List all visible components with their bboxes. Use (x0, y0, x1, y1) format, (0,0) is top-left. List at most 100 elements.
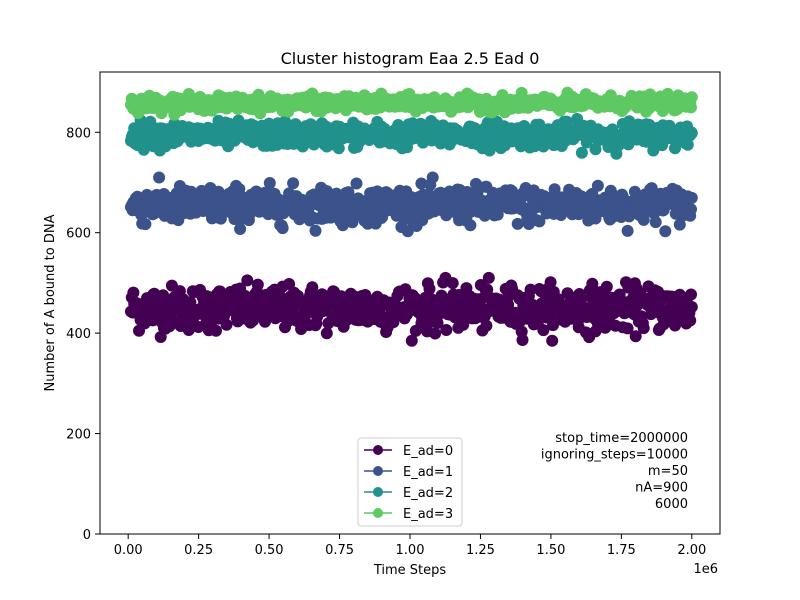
data-point (210, 324, 222, 337)
data-point (214, 212, 227, 225)
x-tick-label: 1.25 (466, 543, 495, 558)
data-point (276, 222, 289, 235)
data-point (127, 286, 140, 299)
data-point (405, 334, 418, 347)
x-tick-label: 1.00 (396, 543, 425, 558)
data-point (440, 324, 453, 336)
y-tick-label: 600 (66, 227, 91, 242)
x-tick-label: 0.75 (325, 543, 354, 558)
data-point (537, 324, 550, 337)
x-tick-label: 0.00 (114, 543, 143, 558)
x-tick-label: 0.25 (184, 543, 213, 558)
y-tick-label: 200 (66, 428, 91, 443)
data-point (629, 330, 642, 343)
data-point (346, 216, 359, 229)
plot-marks (125, 86, 698, 347)
data-point (544, 276, 557, 289)
x-tick-label: 0.50 (255, 543, 284, 558)
data-point (263, 177, 276, 189)
data-point (685, 101, 697, 114)
data-point (685, 191, 698, 204)
data-point (575, 146, 588, 159)
data-point (548, 183, 561, 196)
data-point (685, 301, 698, 313)
data-point (287, 177, 300, 190)
data-point (645, 182, 658, 195)
data-point (502, 298, 515, 311)
legend-marker (373, 445, 383, 455)
data-point (482, 271, 495, 284)
data-point (234, 223, 247, 235)
legend-marker (373, 508, 383, 518)
legend-box (357, 437, 463, 527)
annotation-line: stop_time=2000000 (555, 431, 688, 446)
chart-title: Cluster histogram Eaa 2.5 Ead 0 (281, 49, 540, 68)
y-tick-label: 800 (66, 126, 91, 141)
data-point (423, 282, 436, 295)
data-point (659, 225, 672, 238)
x-axis-label: Time Steps (373, 563, 447, 578)
series-e-ad-3 (125, 86, 698, 121)
data-point (621, 322, 634, 335)
data-point (511, 217, 524, 230)
data-point (589, 143, 602, 156)
data-point (332, 142, 345, 155)
x-axis-ticks: 0.00 0.25 0.50 0.75 1.00 1.25 1.50 1.75 2.00 (114, 534, 706, 558)
data-point (139, 218, 152, 231)
x-tick-label: 2.00 (677, 543, 706, 558)
legend-label: E_ad=3 (403, 507, 453, 522)
data-point (259, 315, 271, 328)
data-point (681, 138, 694, 151)
data-point (415, 177, 428, 190)
data-point (153, 171, 166, 184)
data-point (446, 277, 459, 290)
parameter-annotation: stop_time=2000000 ignoring_steps=10000m=5… (541, 431, 688, 512)
data-point (350, 177, 363, 190)
data-point (546, 334, 559, 347)
y-tick-label: 400 (66, 327, 91, 342)
data-point (387, 316, 400, 329)
series-e-ad-0 (125, 271, 698, 347)
data-point (251, 278, 264, 291)
data-point (464, 219, 477, 232)
data-point (673, 218, 686, 231)
x-tick-label: 1.75 (607, 543, 636, 558)
data-point (600, 280, 613, 293)
data-point (649, 216, 662, 229)
legend-label: E_ad=0 (403, 444, 453, 459)
x-tick-label: 1.50 (536, 543, 565, 558)
data-point (220, 318, 233, 331)
y-axis-ticks: 0 200 400 600 800 (66, 126, 100, 543)
series-e-ad-1 (125, 171, 698, 238)
x-offset-label: 1e6 (693, 562, 718, 577)
data-point (516, 334, 529, 346)
data-point (320, 327, 333, 340)
data-point (637, 213, 650, 226)
data-point (306, 281, 319, 294)
legend: E_ad=0 E_ad=1 E_ad=2 E_ad=3 (357, 437, 463, 527)
data-point (309, 224, 322, 237)
data-point (342, 186, 355, 199)
series-e-ad-2 (125, 113, 698, 160)
data-point (685, 91, 698, 104)
data-point (480, 319, 493, 332)
legend-marker (373, 487, 383, 497)
data-point (621, 224, 634, 237)
legend-label: E_ad=1 (403, 465, 453, 480)
data-point (637, 322, 650, 335)
data-point (401, 225, 414, 238)
data-point (431, 317, 444, 329)
legend-label: E_ad=2 (403, 486, 453, 501)
annotation-line: m=50 (648, 464, 688, 479)
data-point (684, 314, 697, 327)
data-point (426, 171, 439, 184)
y-tick-label: 0 (83, 528, 91, 543)
annotation-line: ignoring_steps=10000 (541, 448, 688, 463)
data-point (669, 319, 681, 332)
data-point (524, 283, 537, 296)
data-point (274, 290, 287, 303)
data-point (533, 215, 546, 228)
annotation-line: nA=900 (635, 481, 688, 496)
data-point (685, 127, 698, 140)
